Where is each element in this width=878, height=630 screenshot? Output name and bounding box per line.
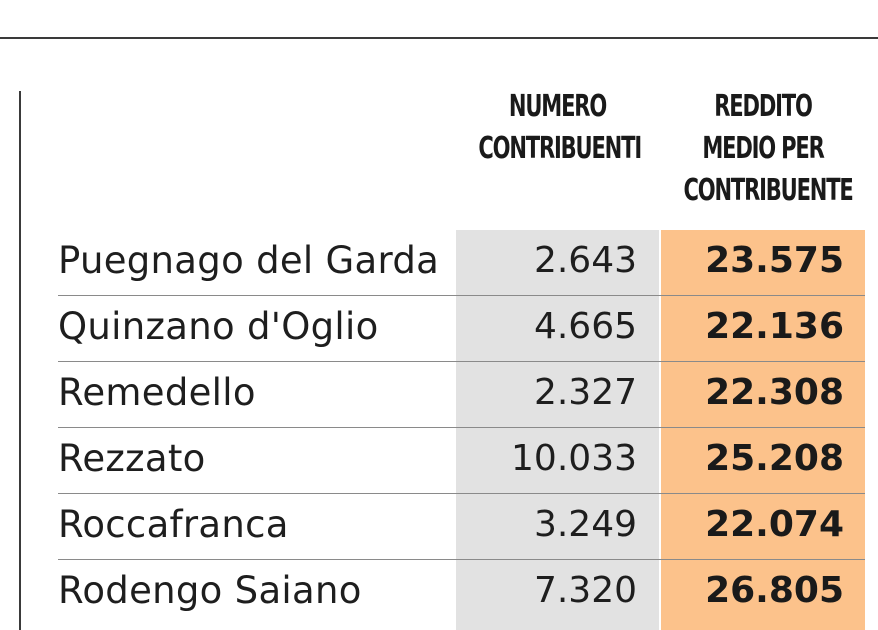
data-table: Puegnago del Garda 2.643 23.575 Quinzano… [58, 230, 865, 626]
reddito-medio-value: 22.308 [705, 372, 844, 413]
header-line: MEDIO PER [702, 131, 825, 166]
numero-contribuenti-value: 3.249 [533, 504, 637, 545]
reddito-medio-value: 25.208 [705, 438, 844, 479]
table-row: Puegnago del Garda 2.643 23.575 [58, 230, 865, 296]
table-row: Rodengo Saiano 7.320 26.805 [58, 560, 865, 626]
numero-contribuenti-value: 10.033 [511, 438, 637, 479]
header-line: CONTRIBUENTI [478, 131, 642, 166]
comune-name: Quinzano d'Oglio [58, 305, 379, 348]
numero-contribuenti-value: 2.643 [533, 240, 637, 281]
comune-name: Roccafranca [58, 503, 289, 546]
table-row: Quinzano d'Oglio 4.665 22.136 [58, 296, 865, 362]
header-line: CONTRIBUENTE [683, 173, 853, 208]
reddito-column-background [661, 230, 865, 630]
reddito-medio-value: 22.074 [705, 504, 844, 545]
numero-contribuenti-value: 7.320 [533, 570, 637, 611]
header-line: REDDITO [714, 89, 813, 124]
reddito-medio-value: 26.805 [705, 570, 844, 611]
comune-name: Puegnago del Garda [58, 239, 440, 282]
left-rule [19, 91, 21, 630]
reddito-medio-value: 22.136 [705, 306, 844, 347]
numero-contribuenti-value: 4.665 [533, 306, 637, 347]
table-row: Remedello 2.327 22.308 [58, 362, 865, 428]
top-rule [0, 37, 878, 39]
comune-name: Rezzato [58, 437, 206, 480]
numero-column-background [456, 230, 659, 630]
comune-name: Rodengo Saiano [58, 569, 362, 612]
table-row: Rezzato 10.033 25.208 [58, 428, 865, 494]
header-line: NUMERO [508, 89, 607, 124]
header-numero-contribuenti: NUMERO CONTRIBUENTI [478, 86, 642, 170]
numero-contribuenti-value: 2.327 [533, 372, 637, 413]
reddito-medio-value: 23.575 [705, 240, 844, 281]
comune-name: Remedello [58, 371, 256, 414]
header-reddito-medio: REDDITO MEDIO PER CONTRIBUENTE [683, 86, 853, 212]
table-row: Roccafranca 3.249 22.074 [58, 494, 865, 560]
